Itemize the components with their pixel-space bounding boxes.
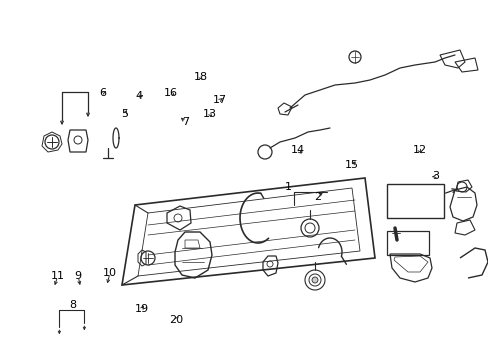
Text: 17: 17 <box>213 95 226 105</box>
Text: 11: 11 <box>51 271 64 282</box>
Text: 18: 18 <box>193 72 207 82</box>
Text: 2: 2 <box>314 192 321 202</box>
Circle shape <box>311 277 317 283</box>
Text: 6: 6 <box>99 88 106 98</box>
Text: 10: 10 <box>103 268 117 278</box>
Text: 9: 9 <box>75 271 81 282</box>
Text: 13: 13 <box>203 109 217 120</box>
Text: 14: 14 <box>291 145 305 156</box>
Text: 1: 1 <box>285 182 291 192</box>
Text: 12: 12 <box>412 145 426 156</box>
Text: 16: 16 <box>164 88 178 98</box>
Text: 4: 4 <box>136 91 142 102</box>
Text: 3: 3 <box>431 171 438 181</box>
Text: 15: 15 <box>345 160 358 170</box>
Text: 5: 5 <box>121 109 128 120</box>
Text: 8: 8 <box>69 300 76 310</box>
Text: 20: 20 <box>169 315 183 325</box>
Text: 19: 19 <box>135 304 148 314</box>
Text: 7: 7 <box>182 117 189 127</box>
